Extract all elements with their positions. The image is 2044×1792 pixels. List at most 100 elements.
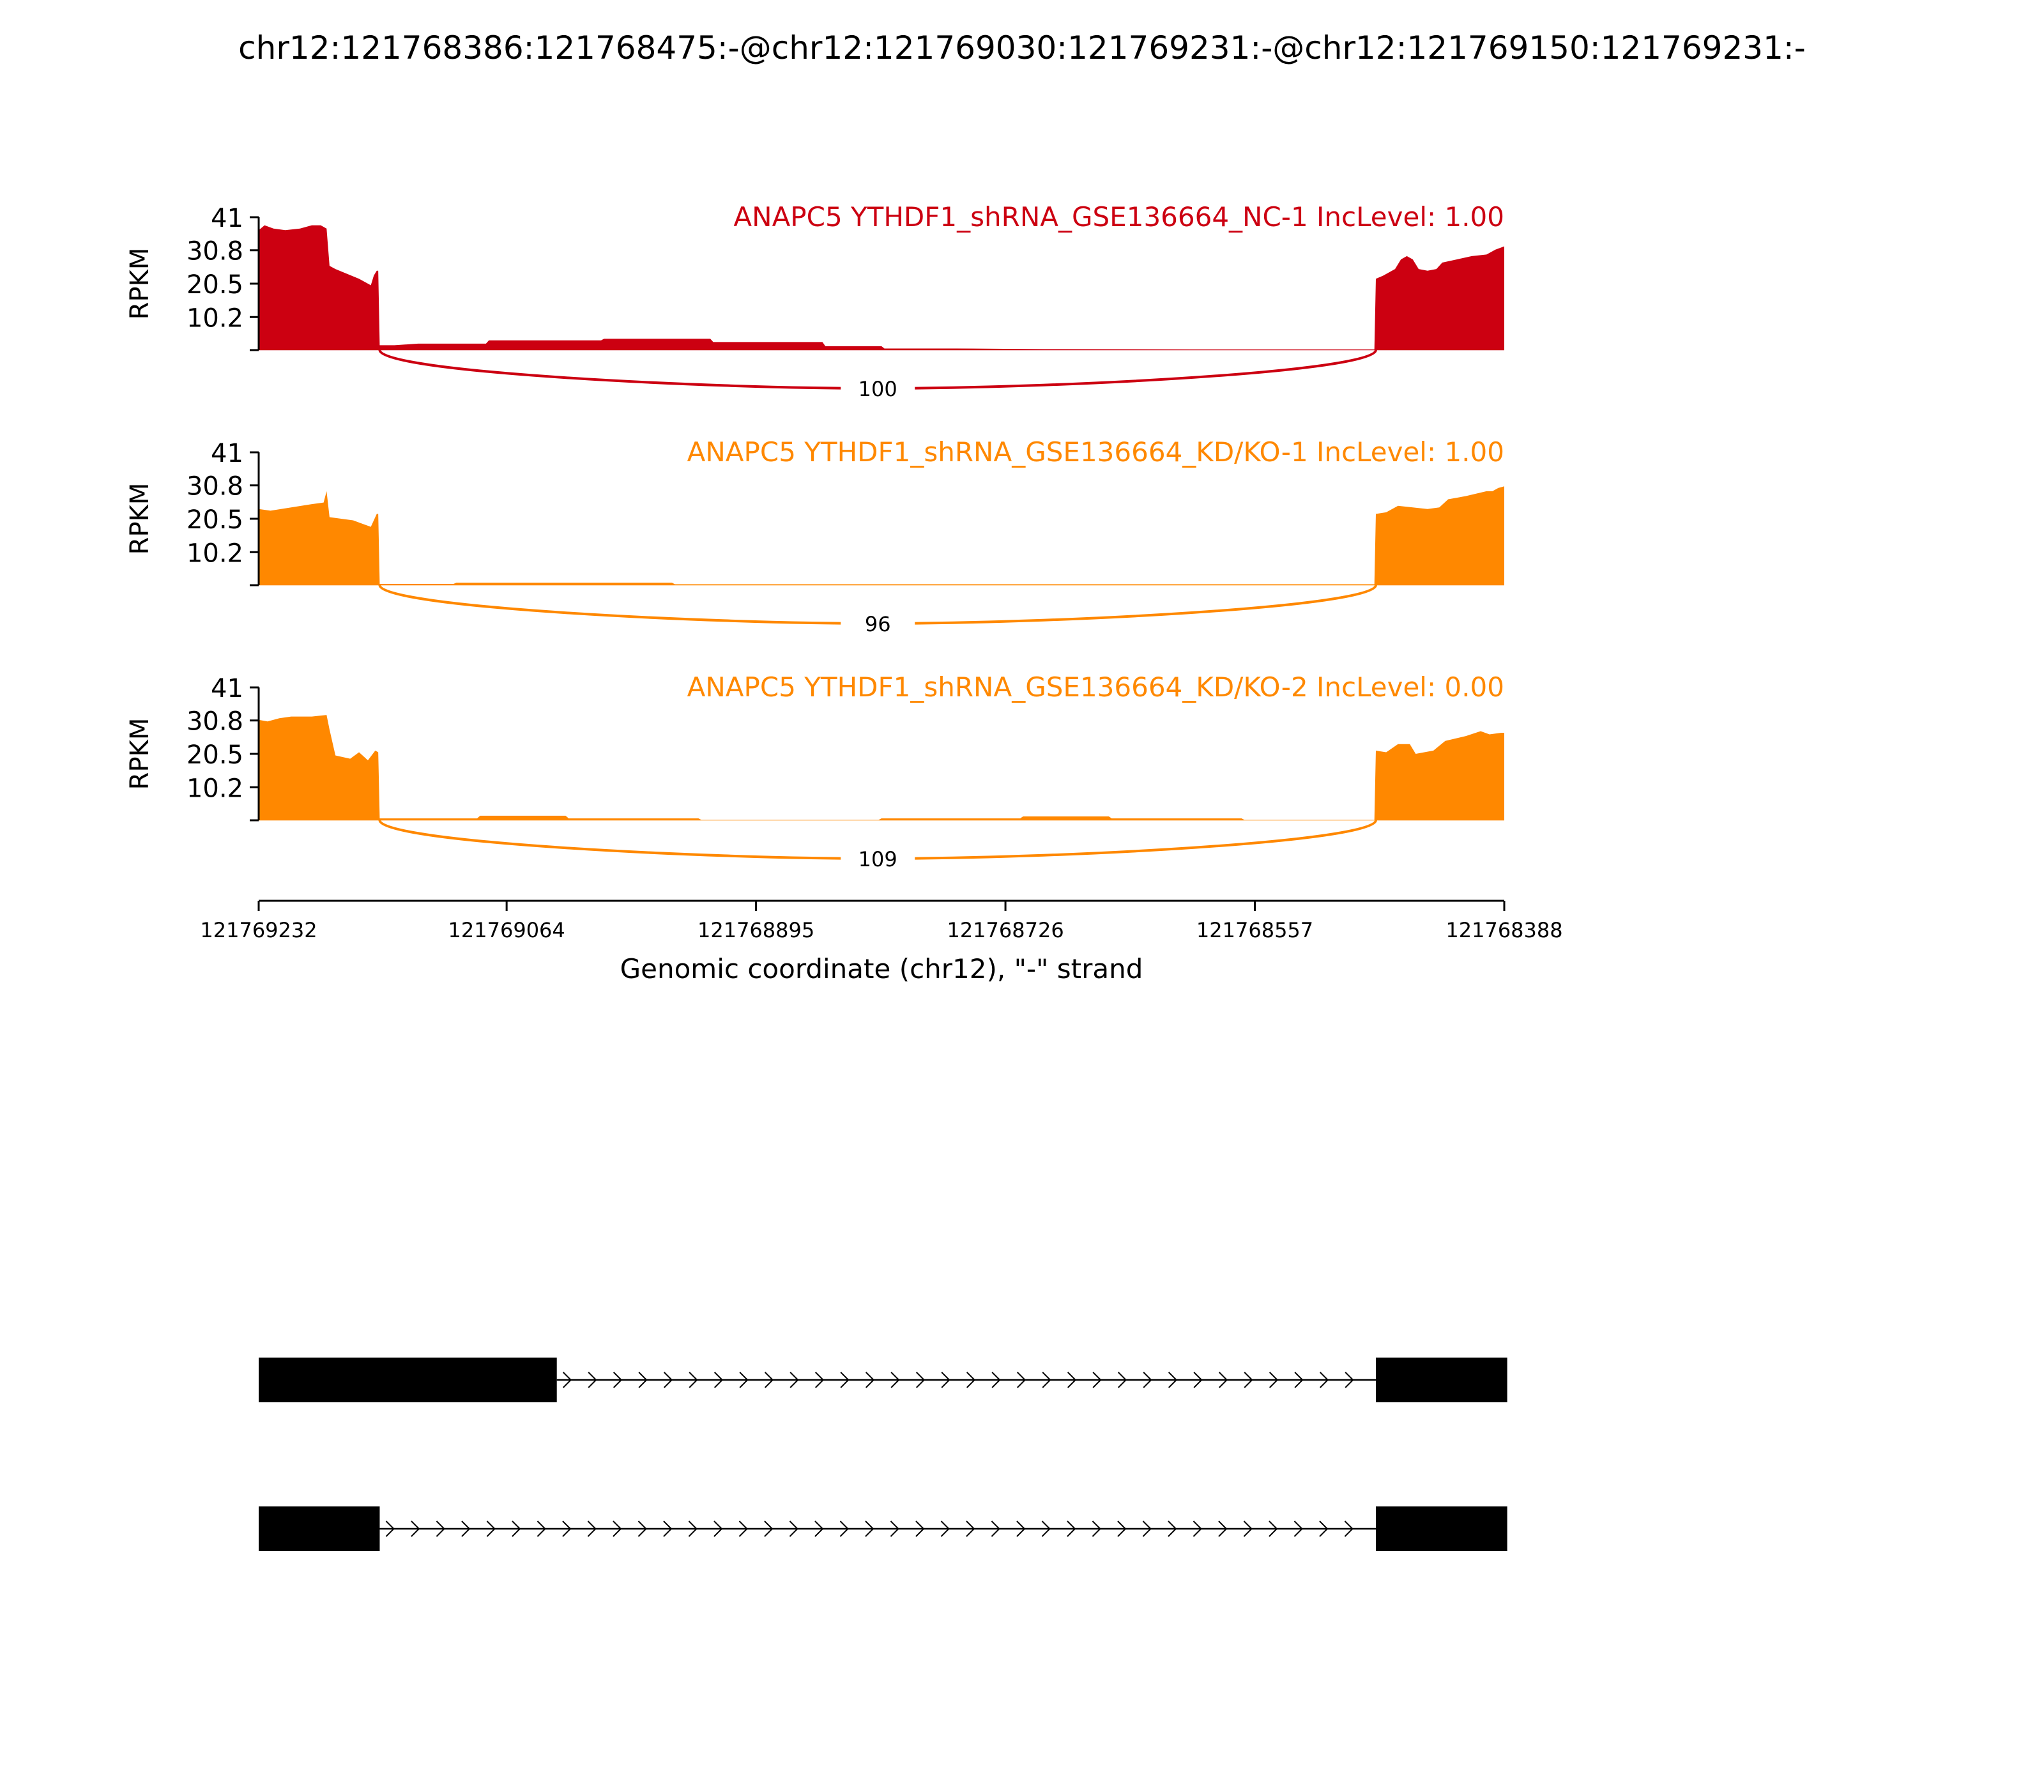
coverage-area bbox=[259, 486, 1504, 585]
strand-chevron bbox=[713, 1520, 723, 1537]
series-title: ANAPC5 YTHDF1_shRNA_GSE136664_KD/KO-1 In… bbox=[687, 436, 1504, 468]
strand-chevron bbox=[764, 1520, 774, 1537]
strand-chevron bbox=[436, 1520, 445, 1537]
x-axis-label: Genomic coordinate (chr12), "-" strand bbox=[620, 953, 1143, 984]
strand-chevron bbox=[714, 1372, 724, 1388]
junction-label-background bbox=[841, 608, 915, 639]
series-title: ANAPC5 YTHDF1_shRNA_GSE136664_NC-1 IncLe… bbox=[733, 201, 1504, 233]
x-tick-label: 121768388 bbox=[1445, 918, 1562, 942]
strand-chevron bbox=[385, 1520, 395, 1537]
strand-chevron bbox=[1041, 1520, 1051, 1537]
strand-chevron bbox=[1293, 1520, 1303, 1537]
strand-chevron bbox=[1193, 1520, 1202, 1537]
strand-chevron bbox=[789, 1372, 799, 1388]
y-axis-label: RPKM bbox=[125, 248, 155, 320]
strand-chevron bbox=[890, 1520, 899, 1537]
strand-chevron bbox=[562, 1520, 572, 1537]
y-tick-label: 10.2 bbox=[187, 539, 243, 568]
strand-chevron bbox=[562, 1372, 572, 1388]
y-tick-label: 30.8 bbox=[187, 472, 243, 502]
y-tick-label: 41 bbox=[211, 204, 243, 233]
exon-block bbox=[259, 1358, 557, 1402]
strand-chevron bbox=[537, 1520, 546, 1537]
y-axis-label: RPKM bbox=[125, 718, 155, 790]
y-tick-label: 20.5 bbox=[187, 740, 243, 770]
coverage-area bbox=[259, 715, 1504, 820]
y-tick-label: 41 bbox=[211, 674, 243, 703]
junction-count-label: 100 bbox=[858, 377, 897, 401]
strand-chevron bbox=[1319, 1520, 1329, 1537]
strand-chevron bbox=[789, 1520, 798, 1537]
strand-chevron bbox=[1168, 1520, 1177, 1537]
strand-chevron bbox=[1244, 1372, 1253, 1388]
strand-chevron bbox=[638, 1372, 648, 1388]
strand-chevron bbox=[689, 1372, 698, 1388]
x-tick-label: 121769232 bbox=[200, 918, 317, 942]
exon-block bbox=[259, 1506, 380, 1551]
strand-chevron bbox=[1067, 1372, 1077, 1388]
junction-label-background bbox=[841, 843, 915, 874]
strand-chevron bbox=[663, 1520, 673, 1537]
strand-chevron bbox=[865, 1520, 874, 1537]
strand-chevron bbox=[1219, 1372, 1228, 1388]
strand-chevron bbox=[1218, 1520, 1228, 1537]
strand-chevron bbox=[1269, 1520, 1278, 1537]
x-tick-label: 121769064 bbox=[448, 918, 565, 942]
strand-chevron bbox=[915, 1520, 925, 1537]
strand-chevron bbox=[940, 1520, 950, 1537]
junction-label-background bbox=[841, 373, 915, 404]
strand-chevron bbox=[991, 1372, 1001, 1388]
strand-chevron bbox=[839, 1520, 849, 1537]
exon-block bbox=[1375, 1506, 1507, 1551]
strand-chevron bbox=[1143, 1372, 1152, 1388]
strand-chevron bbox=[966, 1372, 976, 1388]
y-tick-label: 10.2 bbox=[187, 303, 243, 333]
strand-chevron bbox=[1243, 1520, 1253, 1537]
strand-chevron bbox=[1269, 1372, 1279, 1388]
y-tick-label: 10.2 bbox=[187, 774, 243, 803]
strand-chevron bbox=[588, 1372, 597, 1388]
junction-count-label: 96 bbox=[865, 612, 891, 636]
series-title: ANAPC5 YTHDF1_shRNA_GSE136664_KD/KO-2 In… bbox=[687, 671, 1504, 703]
strand-chevron bbox=[1118, 1372, 1127, 1388]
strand-chevron bbox=[739, 1372, 749, 1388]
strand-chevron bbox=[866, 1372, 875, 1388]
strand-chevron bbox=[1344, 1520, 1354, 1537]
strand-chevron bbox=[1193, 1372, 1203, 1388]
strand-chevron bbox=[512, 1520, 521, 1537]
y-tick-label: 30.8 bbox=[187, 707, 243, 737]
chart-title: chr12:121768386:121768475:-@chr12:121769… bbox=[238, 29, 1806, 66]
strand-chevron bbox=[1294, 1372, 1304, 1388]
strand-chevron bbox=[1067, 1520, 1076, 1537]
strand-chevron bbox=[1042, 1372, 1051, 1388]
strand-chevron bbox=[1092, 1520, 1101, 1537]
strand-chevron bbox=[840, 1372, 850, 1388]
x-tick-label: 121768895 bbox=[698, 918, 814, 942]
x-tick-label: 121768726 bbox=[947, 918, 1064, 942]
strand-chevron bbox=[1016, 1520, 1026, 1537]
strand-chevron bbox=[1117, 1520, 1127, 1537]
strand-chevron bbox=[1092, 1372, 1102, 1388]
strand-chevron bbox=[1017, 1372, 1026, 1388]
y-axis-label: RPKM bbox=[125, 483, 155, 555]
y-tick-label: 30.8 bbox=[187, 237, 243, 266]
strand-chevron bbox=[486, 1520, 496, 1537]
coverage-area bbox=[259, 225, 1504, 350]
strand-chevron bbox=[738, 1520, 748, 1537]
strand-chevron bbox=[461, 1520, 471, 1537]
strand-chevron bbox=[814, 1520, 824, 1537]
strand-chevron bbox=[815, 1372, 825, 1388]
strand-chevron bbox=[1320, 1372, 1329, 1388]
strand-chevron bbox=[890, 1372, 900, 1388]
strand-chevron bbox=[991, 1520, 1000, 1537]
y-tick-label: 41 bbox=[211, 439, 243, 468]
strand-chevron bbox=[1345, 1372, 1354, 1388]
strand-chevron bbox=[587, 1520, 597, 1537]
strand-chevron bbox=[966, 1520, 975, 1537]
strand-chevron bbox=[1142, 1520, 1152, 1537]
strand-chevron bbox=[637, 1520, 647, 1537]
strand-chevron bbox=[664, 1372, 673, 1388]
strand-chevron bbox=[613, 1372, 623, 1388]
strand-chevron bbox=[765, 1372, 774, 1388]
